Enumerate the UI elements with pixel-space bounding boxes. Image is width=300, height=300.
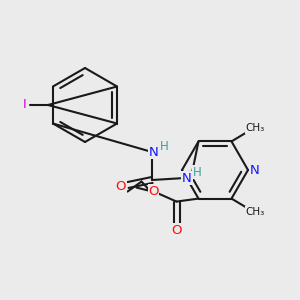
Text: O: O bbox=[171, 224, 182, 237]
Text: N: N bbox=[182, 172, 192, 184]
Text: N: N bbox=[250, 164, 260, 176]
Text: CH₃: CH₃ bbox=[246, 123, 265, 134]
Text: H: H bbox=[160, 140, 168, 152]
Text: CH₃: CH₃ bbox=[246, 207, 265, 217]
Text: O: O bbox=[116, 181, 126, 194]
Text: O: O bbox=[148, 185, 159, 198]
Text: N: N bbox=[149, 146, 159, 158]
Text: I: I bbox=[23, 98, 27, 112]
Text: H: H bbox=[193, 166, 201, 178]
